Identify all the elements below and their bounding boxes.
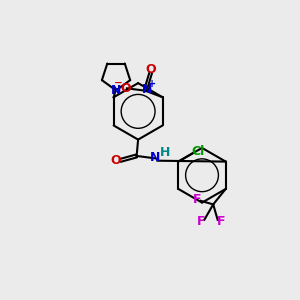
Text: F: F bbox=[217, 215, 226, 228]
Text: −: − bbox=[114, 77, 123, 87]
Text: F: F bbox=[196, 215, 205, 228]
Text: O: O bbox=[146, 63, 156, 76]
Text: O: O bbox=[120, 82, 131, 95]
Text: +: + bbox=[148, 79, 156, 89]
Text: N: N bbox=[111, 84, 121, 97]
Text: F: F bbox=[193, 193, 201, 206]
Text: O: O bbox=[110, 154, 121, 167]
Text: N: N bbox=[142, 83, 152, 96]
Text: Cl: Cl bbox=[191, 145, 205, 158]
Text: N: N bbox=[150, 151, 160, 164]
Text: H: H bbox=[159, 146, 170, 160]
